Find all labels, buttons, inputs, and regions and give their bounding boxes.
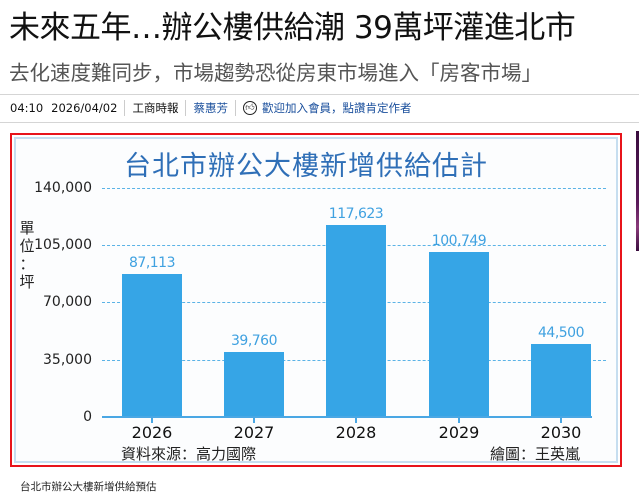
meta-divider-top <box>0 94 639 95</box>
bar-2026 <box>122 274 182 417</box>
x-tick-2027: 2027 <box>233 423 275 442</box>
bar-2030 <box>531 344 591 417</box>
meta-separator <box>234 100 236 116</box>
y-axis-label: 單 位 ： 坪 <box>18 219 36 291</box>
chart-title: 台北市辦公大樓新增供給估計 <box>124 151 488 182</box>
bar-value-label-2026: 87,113 <box>129 255 176 271</box>
publish-date: 2026/04/02 <box>51 101 118 115</box>
publish-time: 04:10 <box>10 101 44 115</box>
y-axis-label-char: ： <box>19 255 35 273</box>
side-ad-strip[interactable] <box>636 131 639 251</box>
y-axis-label-char: 位 <box>19 237 35 255</box>
x-tick-mark <box>253 418 255 423</box>
bar-value-label-2027: 39,760 <box>231 333 278 349</box>
meta-divider-bottom <box>0 122 639 123</box>
article-meta: 04:10 2026/04/02 工商時報 蔡惠芳 👍︎ 歡迎加入會員，點讚肯定… <box>10 98 411 118</box>
author-link[interactable]: 蔡惠芳 <box>193 101 228 115</box>
bar-2028 <box>326 225 386 417</box>
x-tick-2029: 2029 <box>438 423 480 442</box>
x-tick-mark <box>355 418 357 423</box>
bar-value-label-2029: 100,749 <box>431 233 487 249</box>
y-axis-label-char: 坪 <box>19 273 35 291</box>
article-headline: 未來五年…辦公樓供給潮 39萬坪灌進北市 <box>9 10 576 46</box>
y-tick-70000: 70,000 <box>43 294 92 310</box>
chart-frame: 台北市辦公大樓新增供給估計 單 位 ： 坪 140,000 105,000 70… <box>14 137 618 463</box>
y-tick-0: 0 <box>83 409 92 425</box>
figure-caption: 台北市辦公大樓新增供給預估 <box>20 481 157 493</box>
x-tick-2028: 2028 <box>335 423 377 442</box>
x-tick-mark <box>458 418 460 423</box>
y-tick-105000: 105,000 <box>34 237 92 253</box>
thumbs-up-icon: 👍︎ <box>242 101 257 115</box>
like-author-text: 歡迎加入會員，點讚肯定作者 <box>261 101 412 115</box>
chart-artist-credit: 繪圖：王英嵐 <box>490 445 581 463</box>
x-axis-line <box>102 416 592 418</box>
like-author-button[interactable]: 👍︎ 歡迎加入會員，點讚肯定作者 <box>242 100 412 116</box>
y-tick-140000: 140,000 <box>34 180 92 196</box>
bar-2027 <box>224 352 284 417</box>
chart-data-source: 資料來源：高力國際 <box>121 445 257 463</box>
y-axis-label-char: 單 <box>19 219 35 237</box>
news-source-link[interactable]: 工商時報 <box>132 101 179 115</box>
gridline-140000 <box>102 188 606 189</box>
bar-2029 <box>429 252 489 417</box>
bar-chart: 台北市辦公大樓新增供給估計 單 位 ： 坪 140,000 105,000 70… <box>16 139 616 463</box>
y-tick-35000: 35,000 <box>43 352 92 368</box>
x-tick-2026: 2026 <box>131 423 173 442</box>
x-tick-mark <box>560 418 562 423</box>
x-tick-mark <box>151 418 153 423</box>
bar-value-label-2028: 117,623 <box>328 206 384 222</box>
article-subheadline: 去化速度難同步，市場趨勢恐從房東市場進入「房客市場」 <box>9 61 542 85</box>
meta-separator <box>124 100 126 116</box>
chart-figure: 台北市辦公大樓新增供給估計 單 位 ： 坪 140,000 105,000 70… <box>10 133 622 467</box>
meta-separator <box>185 100 187 116</box>
x-tick-2030: 2030 <box>540 423 582 442</box>
bar-value-label-2030: 44,500 <box>538 325 585 341</box>
